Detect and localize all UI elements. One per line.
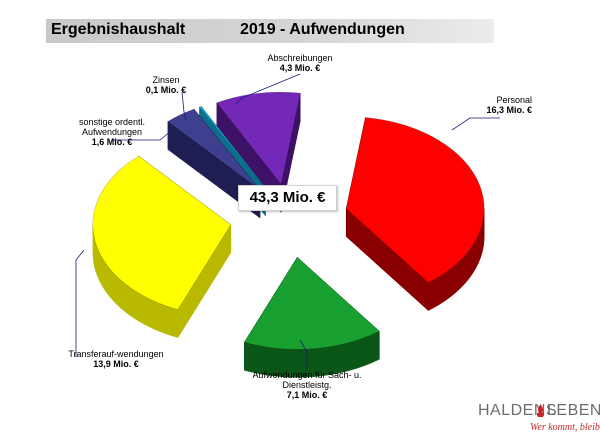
leader-line-0 <box>451 117 500 131</box>
leader-line-3 <box>112 129 173 141</box>
logo-text-b: LEBEN <box>547 402 600 419</box>
total-label: 43,3 Mio. € <box>238 185 337 211</box>
title-bar: Ergebnishaushalt 2019 - Aufwendungen <box>46 19 494 43</box>
slice-name-2: Transferauf-wendungen <box>68 349 163 359</box>
leader-line-4 <box>181 91 187 121</box>
slice-name-0: Personal <box>496 95 532 105</box>
slice-name-1: Dienstleistg. <box>282 380 331 390</box>
slice-value-2: 13,9 Mio. € <box>93 359 139 369</box>
chart-subtitle: 2019 - Aufwendungen <box>240 21 405 38</box>
logo-flame-icon <box>536 404 545 417</box>
slice-name-1: Aufwendungen für Sach- u. <box>252 370 361 380</box>
logo-text-a: HALDENS <box>478 402 558 419</box>
slice-value-5: 4,3 Mio. € <box>280 63 321 73</box>
slice-1 <box>243 256 380 350</box>
slice-value-1: 7,1 Mio. € <box>287 390 328 400</box>
slice-name-3: Aufwendungen <box>82 127 142 137</box>
slice-value-3: 1,6 Mio. € <box>92 137 133 147</box>
chart-title: Ergebnishaushalt <box>51 21 186 38</box>
slice-name-3: sonstige ordentl. <box>79 117 145 127</box>
haldensleben-logo: HALDENS LEBEN Wer kommt, bleibt <box>470 402 600 438</box>
logo-tagline: Wer kommt, bleibt <box>530 422 600 433</box>
slice-value-4: 0,1 Mio. € <box>146 85 187 95</box>
slice-2 <box>92 155 232 310</box>
leader-line-5 <box>235 73 301 105</box>
slice-name-4: Zinsen <box>152 75 179 85</box>
slice-4 <box>198 105 266 188</box>
pie-tops <box>92 91 485 350</box>
leader-line-1 <box>299 339 308 369</box>
slice-name-5: Abschreibungen <box>267 53 332 63</box>
slice-5 <box>216 91 301 185</box>
slice-value-0: 16,3 Mio. € <box>486 105 532 115</box>
leader-line-2 <box>75 249 85 357</box>
slice-0 <box>345 117 485 283</box>
slice-3 <box>167 108 261 191</box>
